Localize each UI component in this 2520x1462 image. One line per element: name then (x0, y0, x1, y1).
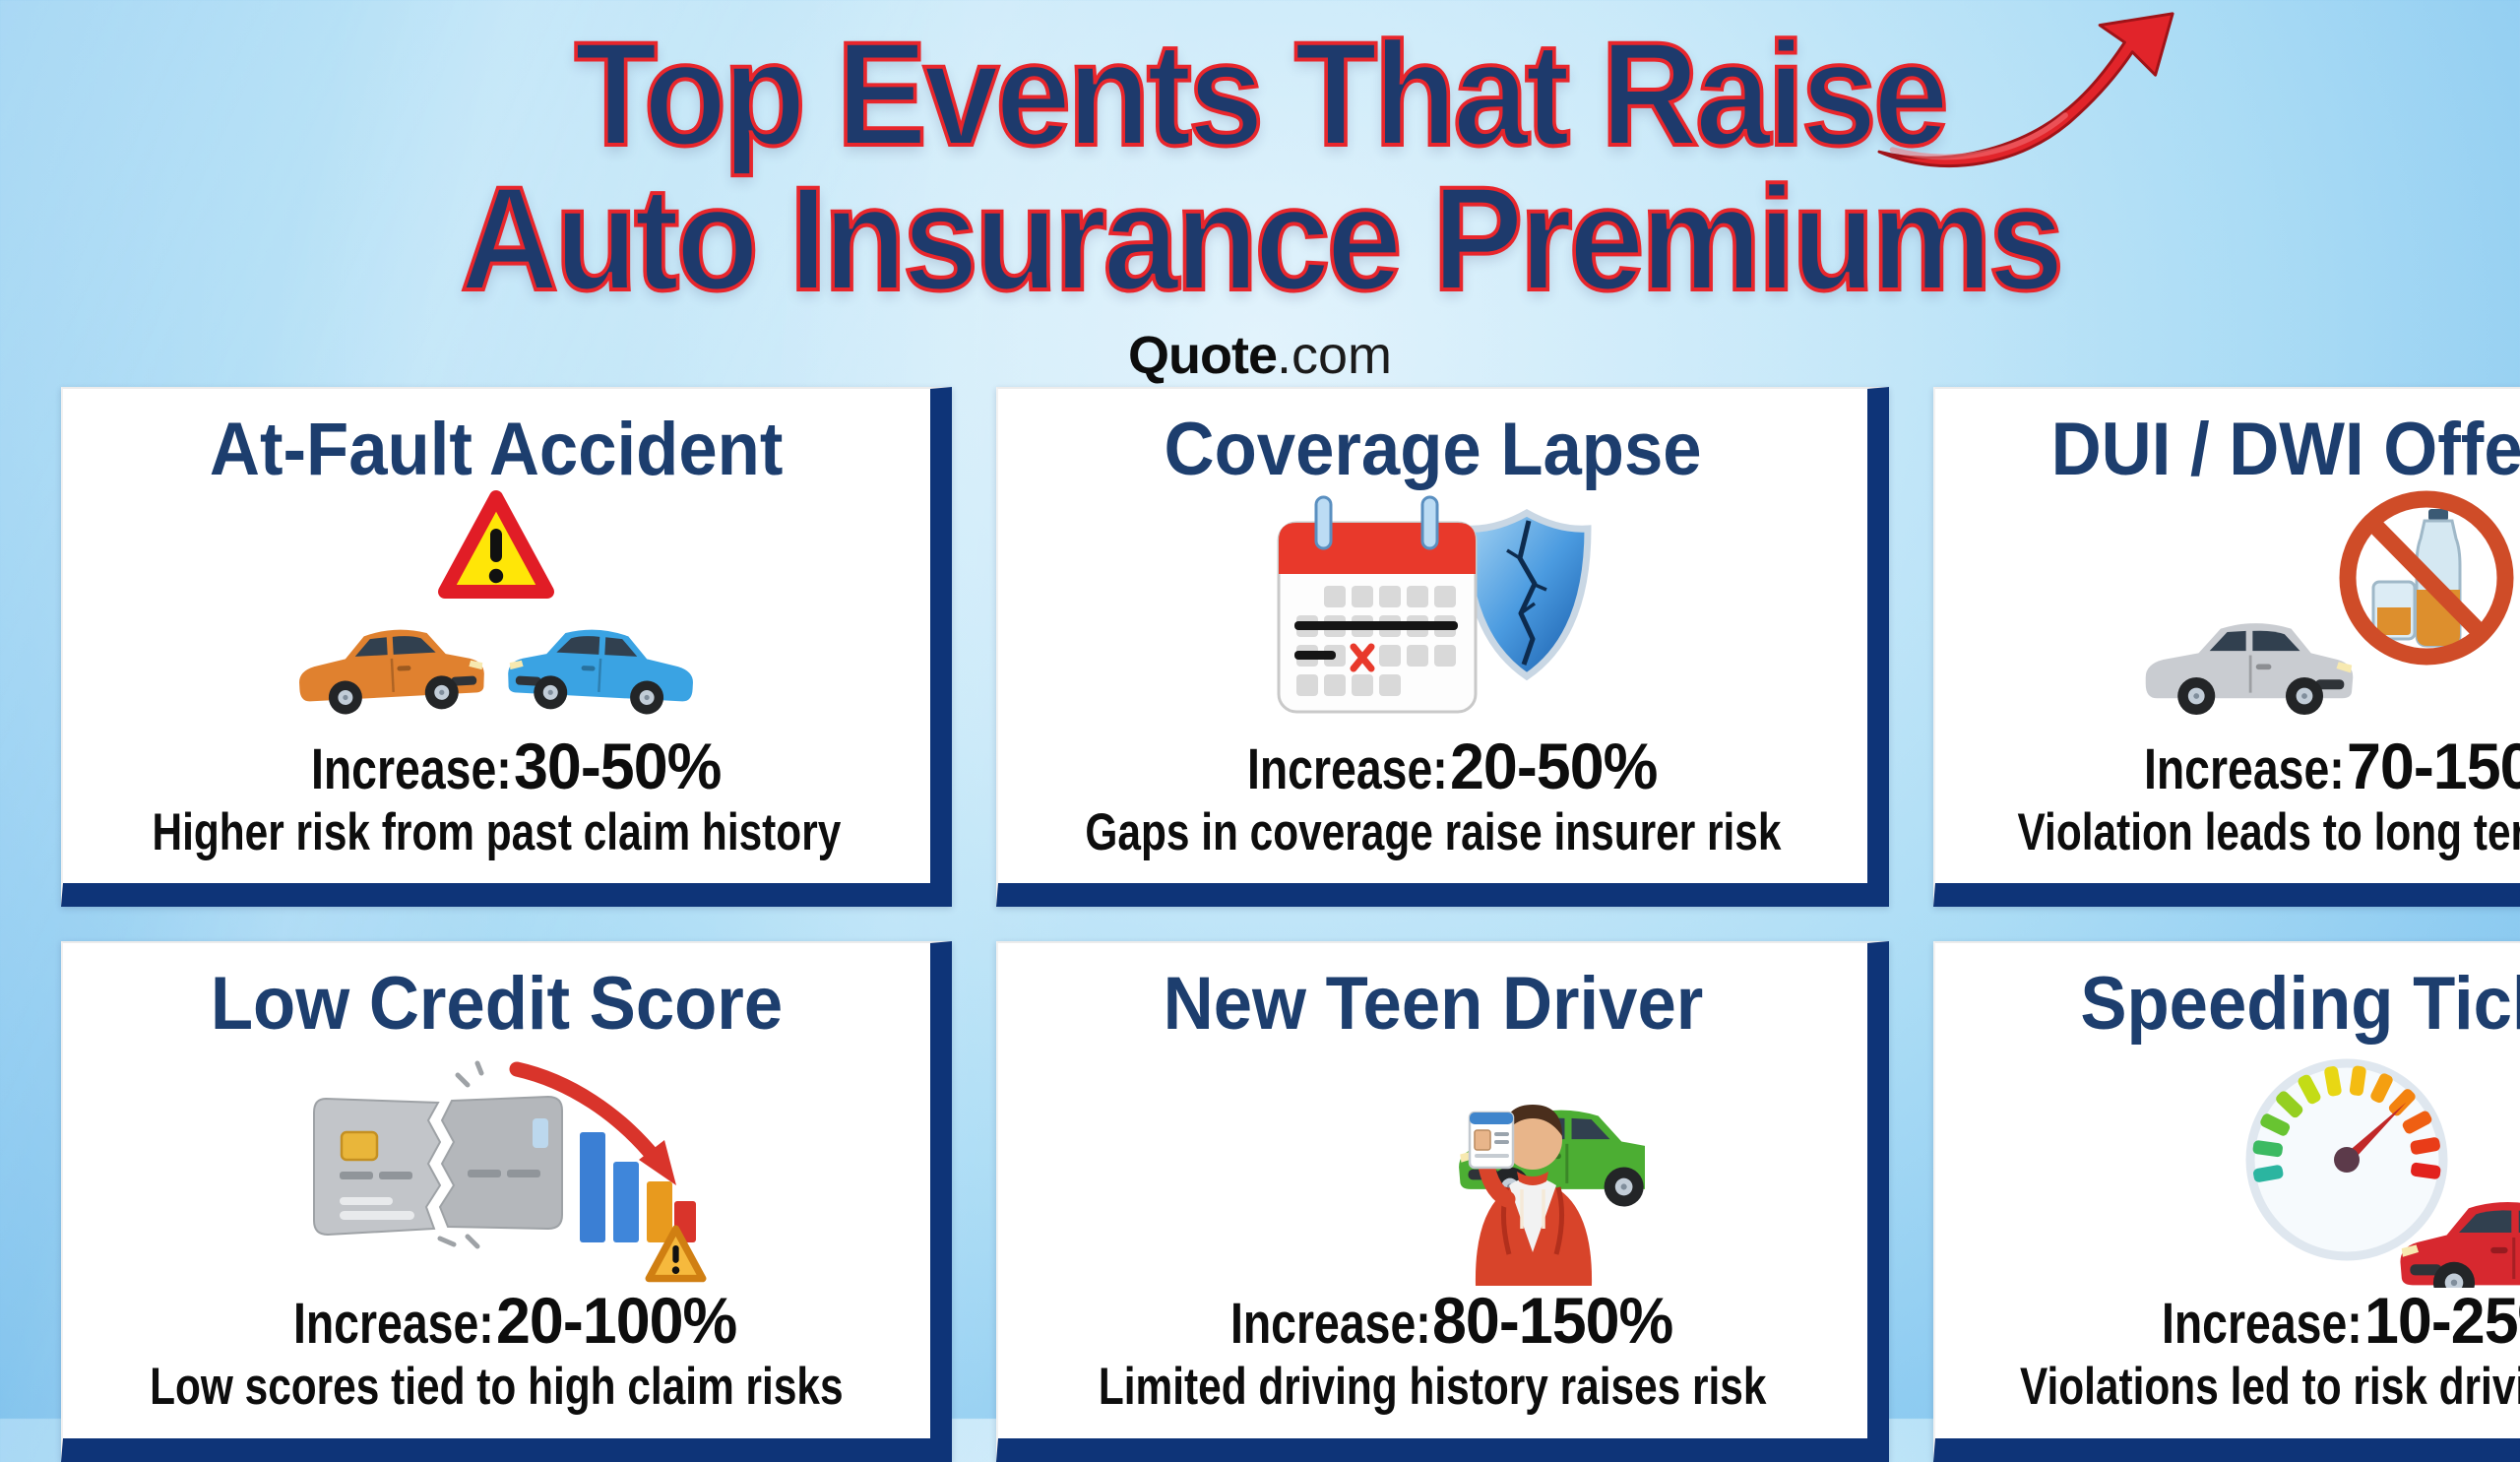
blue-car (505, 623, 698, 719)
card-title: DUI / DWI Offense (2050, 408, 2520, 491)
increase-line: Increase:10-25% (2161, 1284, 2520, 1358)
card-new-teen-driver: New Teen Driver (995, 941, 1890, 1462)
falling-bar-chart (580, 1132, 697, 1243)
main-title-line1: Top Events That Raise (573, 11, 1951, 176)
increase-line: Increase:20-50% (1247, 730, 1658, 802)
card-icon-area (998, 1042, 1868, 1288)
brand-logo-bold: Quote (1127, 326, 1278, 385)
card-icon-area (63, 487, 930, 733)
speedometer-gauge (2245, 1058, 2448, 1261)
card-description: Violation leads to long term rates (2017, 803, 2520, 861)
teen-driver (1468, 1105, 1592, 1287)
cracked-shield (1462, 508, 1592, 681)
card-title: Low Credit Score (210, 962, 783, 1047)
brand-logo: Quote.com (0, 325, 2520, 386)
main-title: Top Events That Raise Auto Insurance Pre… (0, 11, 2520, 321)
card-title: Speeding Ticket (2080, 962, 2520, 1047)
no-alcohol-sign (2339, 490, 2514, 666)
driver-license-card (1468, 1112, 1514, 1170)
card-description: Gaps in coverage raise insurer risk (1085, 803, 1782, 861)
card-title: At-Fault Accident (210, 408, 784, 491)
broken-credit-card-falling-chart-icon (313, 1060, 708, 1288)
car-collision-warning-icon (295, 487, 698, 719)
speedometer-car-icon (2245, 1058, 2520, 1289)
orange-car (295, 623, 488, 719)
cards-grid: At-Fault Accident Increase:30-50% Higher… (61, 387, 2520, 1462)
card-speeding-ticket: Speeding Ticket (1933, 941, 2520, 1462)
lapsed-calendar-cracked-shield-icon (1277, 495, 1592, 714)
card-description: Limited driving history raises risk (1099, 1358, 1767, 1417)
declining-arrow (509, 1061, 677, 1186)
rising-arrow-icon (1877, 12, 2174, 168)
card-icon-area (63, 1042, 930, 1288)
card-dui-dwi-offense: DUI / DWI Offense Increase:70-150% (1933, 387, 2520, 908)
card-description: Low scores tied to high claim risks (150, 1358, 844, 1417)
card-icon-area (1935, 487, 2520, 733)
card-title: Coverage Lapse (1164, 408, 1702, 491)
infographic-header: Top Events That Raise Auto Insurance Pre… (0, 0, 2520, 386)
main-title-line2: Auto Insurance Premiums (458, 156, 2065, 321)
increase-line: Increase:30-50% (311, 730, 722, 802)
increase-line: Increase:20-100% (293, 1284, 737, 1358)
card-description: Violations led to risk driving acts (2020, 1358, 2520, 1417)
card-low-credit-score: Low Credit Score (61, 941, 952, 1462)
broken-credit-card (313, 1060, 564, 1249)
no-alcohol-car-icon (2144, 490, 2514, 717)
card-description: Higher risk from past claim history (152, 803, 842, 861)
card-icon-area (1935, 1042, 2520, 1289)
card-coverage-lapse: Coverage Lapse (995, 387, 1890, 908)
card-icon-area (998, 487, 1868, 733)
card-at-fault-accident: At-Fault Accident Increase:30-50% Higher… (61, 387, 952, 908)
increase-line: Increase:70-150% (2144, 730, 2520, 802)
increase-line: Increase:80-150% (1229, 1284, 1674, 1358)
brand-logo-rest: .com (1276, 326, 1393, 385)
card-title: New Teen Driver (1163, 962, 1703, 1047)
lapsed-calendar (1277, 495, 1478, 714)
teen-holding-license-car-icon (1457, 1105, 1645, 1287)
warning-triangle-icon (445, 497, 547, 592)
silver-car (2144, 621, 2355, 717)
